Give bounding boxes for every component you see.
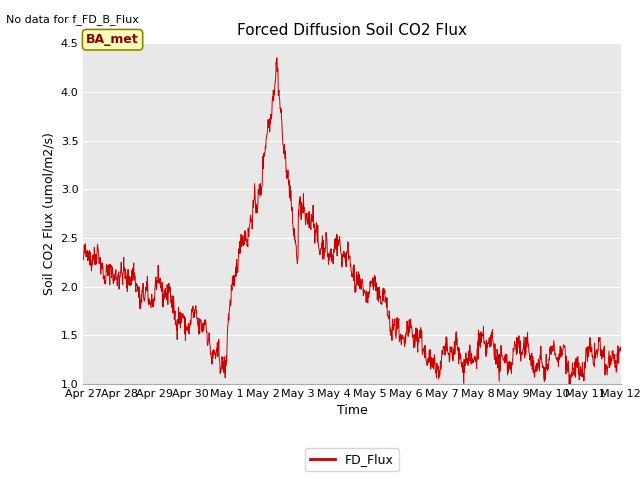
Text: BA_met: BA_met	[86, 33, 139, 46]
Title: Forced Diffusion Soil CO2 Flux: Forced Diffusion Soil CO2 Flux	[237, 23, 467, 38]
Legend: FD_Flux: FD_Flux	[305, 448, 399, 471]
Y-axis label: Soil CO2 Flux (umol/m2/s): Soil CO2 Flux (umol/m2/s)	[42, 132, 55, 295]
X-axis label: Time: Time	[337, 405, 367, 418]
Text: No data for f_FD_B_Flux: No data for f_FD_B_Flux	[6, 13, 140, 24]
